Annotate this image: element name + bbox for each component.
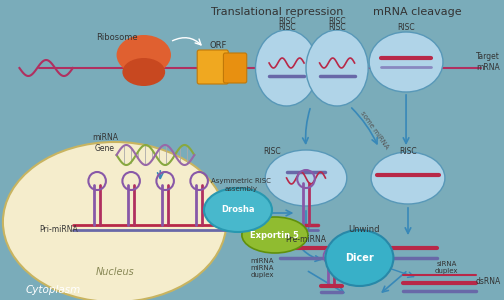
Text: Pri-miRNA: Pri-miRNA: [39, 226, 78, 235]
Text: siRNA
duplex: siRNA duplex: [435, 262, 459, 275]
Text: miRNA
Gene: miRNA Gene: [92, 133, 118, 153]
Text: Unwind: Unwind: [349, 226, 380, 235]
Ellipse shape: [3, 142, 226, 300]
Ellipse shape: [242, 217, 308, 253]
Text: some miRNA: some miRNA: [359, 110, 389, 150]
Text: RISC: RISC: [399, 148, 417, 157]
Text: RISC: RISC: [397, 23, 415, 32]
Text: Target
mRNA: Target mRNA: [476, 52, 500, 72]
Text: RISC: RISC: [278, 17, 295, 26]
Text: RISC: RISC: [328, 17, 346, 26]
Text: miRNA
miRNA
duplex: miRNA miRNA duplex: [250, 258, 274, 278]
FancyBboxPatch shape: [197, 50, 228, 84]
Ellipse shape: [265, 150, 347, 206]
Ellipse shape: [369, 32, 443, 92]
Ellipse shape: [256, 30, 318, 106]
Text: dsRNA: dsRNA: [476, 278, 501, 286]
Text: Dicer: Dicer: [345, 253, 374, 263]
Text: RISC: RISC: [328, 23, 346, 32]
Ellipse shape: [204, 188, 272, 232]
Text: Pre-miRNA: Pre-miRNA: [285, 236, 327, 244]
Ellipse shape: [371, 152, 445, 204]
FancyBboxPatch shape: [223, 53, 247, 83]
Text: Translational repression: Translational repression: [211, 7, 343, 17]
Text: RISC: RISC: [278, 23, 295, 32]
Text: RISC: RISC: [263, 148, 281, 157]
Text: mRNA cleavage: mRNA cleavage: [373, 7, 462, 17]
Ellipse shape: [306, 30, 368, 106]
Text: ORF: ORF: [210, 41, 227, 50]
Text: Ribosome: Ribosome: [96, 34, 138, 43]
Text: Drosha: Drosha: [221, 206, 255, 214]
Text: Nucleus: Nucleus: [95, 267, 134, 277]
Text: Exportin 5: Exportin 5: [250, 230, 299, 239]
Ellipse shape: [122, 58, 165, 86]
Text: Cytoplasm: Cytoplasm: [26, 285, 81, 295]
Ellipse shape: [326, 230, 394, 286]
Text: Asymmetric RISC
assembly: Asymmetric RISC assembly: [211, 178, 271, 191]
Ellipse shape: [116, 35, 171, 75]
